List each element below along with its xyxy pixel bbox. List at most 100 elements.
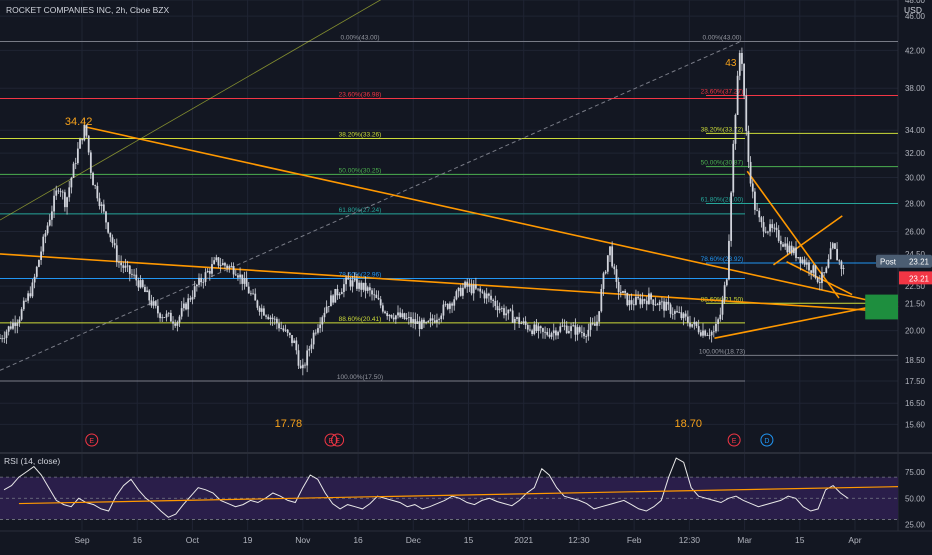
candle-body bbox=[347, 277, 350, 280]
candle-body bbox=[760, 217, 763, 223]
candle-body bbox=[788, 245, 791, 253]
candle-body bbox=[790, 245, 793, 254]
symbol-title: ROCKET COMPANIES INC, 2h, Cboe BZX bbox=[6, 5, 169, 15]
candle-body bbox=[111, 237, 114, 244]
trendline-1[interactable] bbox=[0, 253, 899, 313]
candle-body bbox=[9, 326, 12, 329]
candle-body bbox=[226, 265, 229, 269]
candle-body bbox=[377, 297, 380, 300]
trendlines[interactable] bbox=[0, 0, 899, 371]
candle-body bbox=[221, 263, 224, 266]
candle-body bbox=[803, 259, 806, 265]
candle-body bbox=[379, 299, 382, 306]
candle-body bbox=[317, 328, 319, 333]
candle-body bbox=[805, 262, 808, 265]
candle-body bbox=[479, 288, 482, 292]
candle-body bbox=[531, 330, 534, 335]
candle-body bbox=[686, 316, 689, 323]
candle-body bbox=[334, 289, 337, 303]
x-tick-label: Nov bbox=[295, 535, 311, 545]
candle-body bbox=[154, 301, 157, 306]
fib-level-label-left: 38.20%(33.26) bbox=[339, 132, 382, 139]
candle-body bbox=[165, 313, 168, 318]
marker-circle bbox=[760, 433, 774, 447]
candle-body bbox=[295, 340, 298, 351]
candle-body bbox=[801, 259, 804, 263]
candle-body bbox=[786, 243, 789, 253]
candle-body bbox=[771, 224, 774, 229]
y-tick-label: 20.00 bbox=[905, 327, 926, 336]
candle-body bbox=[507, 309, 510, 314]
candle-body bbox=[31, 282, 34, 297]
target-zone-box[interactable] bbox=[865, 294, 898, 320]
candle-body bbox=[797, 257, 800, 258]
dashed-projection-line[interactable] bbox=[0, 41, 741, 371]
candle-body bbox=[429, 318, 432, 322]
candle-body bbox=[440, 315, 443, 320]
candle-body bbox=[782, 244, 784, 247]
candle-body bbox=[749, 161, 752, 184]
candle-body bbox=[141, 280, 144, 287]
rsi-trendline[interactable] bbox=[18, 486, 899, 505]
candle-body bbox=[470, 284, 473, 294]
candle-body bbox=[539, 326, 542, 329]
candle-body bbox=[758, 210, 761, 218]
trendline-0[interactable] bbox=[85, 126, 899, 308]
candle-body bbox=[169, 312, 172, 322]
candle-body bbox=[736, 75, 739, 115]
circle-e-icon[interactable]: E bbox=[727, 433, 741, 447]
candle-body bbox=[777, 230, 780, 241]
candle-body bbox=[702, 330, 704, 336]
candle-body bbox=[356, 278, 358, 289]
candle-body bbox=[563, 325, 566, 327]
post-market-tag: Post 23.21 bbox=[876, 254, 932, 268]
trendline-3[interactable] bbox=[746, 170, 840, 299]
candle-body bbox=[208, 271, 211, 274]
candle-body bbox=[386, 313, 389, 317]
marker-circle bbox=[324, 433, 338, 447]
circle-e-icon[interactable]: E bbox=[324, 433, 338, 447]
candle-body bbox=[98, 198, 101, 207]
candle-body bbox=[219, 265, 222, 267]
candle-body bbox=[269, 317, 272, 320]
candle-body bbox=[44, 233, 47, 237]
candle-body bbox=[673, 311, 676, 314]
candle-body bbox=[606, 255, 609, 272]
candle-body bbox=[260, 308, 263, 312]
candle-body bbox=[267, 316, 270, 320]
circle-d-icon[interactable]: D bbox=[760, 433, 774, 447]
candle-body bbox=[548, 334, 551, 337]
circle-e-icon[interactable]: E bbox=[85, 433, 99, 447]
candle-body bbox=[583, 332, 585, 337]
candle-body bbox=[578, 327, 581, 332]
candle-body bbox=[825, 267, 828, 273]
candle-body bbox=[273, 318, 276, 320]
candle-body bbox=[323, 312, 326, 318]
candle-body bbox=[667, 301, 670, 305]
candle-body bbox=[725, 279, 728, 286]
candle-body bbox=[626, 292, 629, 306]
candle-body bbox=[823, 272, 826, 274]
candle-body bbox=[472, 284, 475, 294]
candle-body bbox=[14, 322, 17, 326]
x-tick-label: 16 bbox=[353, 535, 363, 545]
candle-body bbox=[55, 190, 58, 196]
candle-body bbox=[738, 52, 741, 76]
candle-body bbox=[33, 276, 36, 283]
trendline-4[interactable] bbox=[772, 215, 843, 266]
candle-body bbox=[641, 299, 644, 305]
candle-body bbox=[544, 331, 546, 333]
candle-body bbox=[204, 272, 207, 282]
candle-body bbox=[628, 300, 631, 306]
candle-body bbox=[12, 322, 14, 329]
trendline-6[interactable] bbox=[0, 0, 433, 221]
trendline-5[interactable] bbox=[786, 261, 853, 296]
candle-body bbox=[457, 287, 460, 292]
rsi-tick-label: 75.00 bbox=[905, 468, 926, 477]
candle-body bbox=[485, 293, 488, 299]
circle-e-icon[interactable]: E bbox=[331, 433, 345, 447]
candle-body bbox=[159, 313, 161, 319]
candle-body bbox=[394, 315, 397, 320]
